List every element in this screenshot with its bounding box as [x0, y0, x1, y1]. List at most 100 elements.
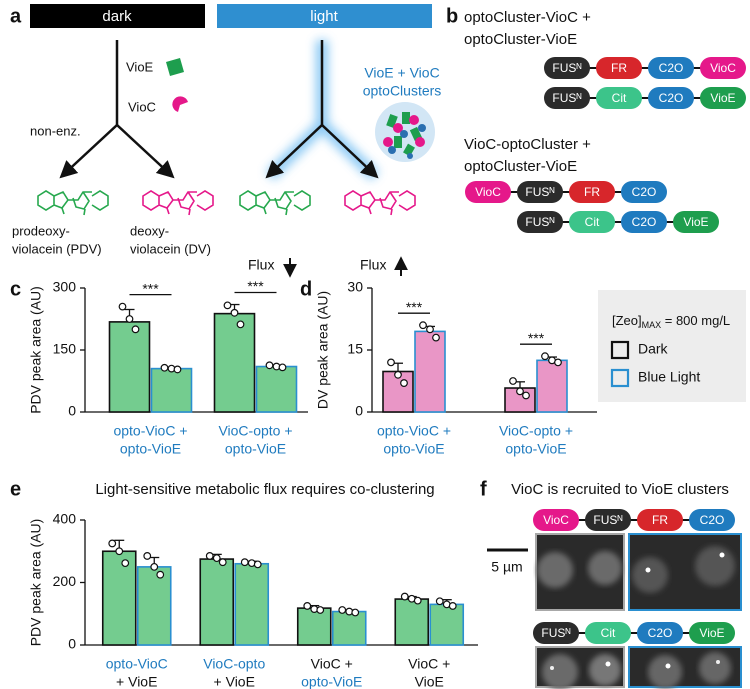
data-point [151, 564, 158, 571]
data-point [510, 378, 517, 385]
data-point [126, 316, 133, 323]
x-tick-label: opto-VioE [383, 441, 444, 457]
data-point [116, 548, 123, 555]
design-label: optoCluster-VioE [464, 31, 577, 48]
domain-label: Cit [612, 91, 627, 105]
data-point [109, 540, 116, 547]
enzyme-label: VioC [128, 99, 156, 114]
data-point [339, 607, 346, 614]
domain-label: Cit [585, 215, 600, 229]
domain-label: VioC [475, 185, 501, 199]
product-label: prodeoxy- [12, 223, 70, 238]
data-point [219, 559, 226, 566]
significance-label: *** [142, 280, 159, 296]
data-point [254, 561, 261, 568]
micrographs [487, 534, 741, 689]
bar [200, 559, 233, 645]
data-point [433, 334, 440, 341]
significance-label: *** [528, 330, 545, 346]
panel-letter: a [10, 5, 22, 27]
bar [215, 314, 255, 412]
data-point [420, 322, 427, 329]
molecule [143, 191, 213, 215]
data-point [213, 555, 220, 562]
bar [152, 369, 192, 412]
significance-label: *** [406, 299, 423, 315]
x-tick-label: opto-VioE [301, 674, 362, 689]
arrow [117, 125, 172, 176]
x-tick-label: opto-VioC [106, 656, 168, 672]
domain-label: VioE [683, 215, 708, 229]
data-point [317, 607, 324, 614]
data-point [401, 593, 408, 600]
legend-note: [Zeo]MAX = 800 mg/L [612, 313, 730, 330]
x-tick-label: opto-VioE [120, 441, 181, 457]
y-tick-label: 0 [68, 636, 76, 652]
domain-label: C2O [632, 185, 657, 199]
bar [430, 604, 463, 645]
data-point [523, 392, 530, 399]
panel-a-graphics [30, 4, 435, 276]
data-point [206, 553, 213, 560]
y-tick-label: 200 [53, 573, 77, 589]
domain-label: FUSᴺ [552, 91, 581, 105]
y-axis-label: PDV peak area (AU) [28, 286, 44, 414]
significance-label: *** [247, 278, 264, 294]
domain-label: FUSᴺ [552, 61, 581, 75]
domain-label: C2O [700, 513, 725, 527]
data-point [144, 553, 151, 560]
bar [333, 612, 366, 645]
data-point [427, 326, 434, 333]
data-point [231, 310, 238, 317]
chart-title: Light-sensitive metabolic flux requires … [95, 481, 434, 498]
domain-label: FUSᴺ [525, 185, 554, 199]
data-point [395, 372, 402, 379]
data-point [352, 609, 359, 616]
domain-label: FR [611, 61, 627, 75]
reaction-label: non-enz. [30, 123, 81, 138]
molecule [38, 191, 108, 215]
panel-letter: c [10, 278, 21, 300]
domain-label: FR [652, 513, 668, 527]
domain-label: C2O [659, 91, 684, 105]
x-tick-label: VioC + [311, 656, 353, 672]
flux-label: Flux [360, 257, 386, 273]
bar [537, 360, 567, 412]
arrow [268, 125, 322, 176]
y-axis-label: DV peak area (AU) [315, 291, 331, 409]
y-tick-label: 0 [68, 403, 76, 419]
y-tick-label: 300 [53, 279, 77, 295]
product-label: deoxy- [130, 223, 169, 238]
domain-label: C2O [648, 626, 673, 640]
cluster-label: optoClusters [363, 83, 442, 99]
bar [110, 322, 150, 412]
x-tick-label: + VioE [214, 674, 255, 689]
data-point [157, 571, 164, 578]
domain-label: C2O [659, 61, 684, 75]
legend-label: Blue Light [638, 369, 700, 385]
domain-label: FUSᴺ [593, 513, 622, 527]
y-tick-label: 15 [347, 341, 363, 357]
bar [235, 564, 268, 645]
x-tick-label: opto-VioC + [377, 423, 451, 439]
data-point [517, 388, 524, 395]
data-point [555, 359, 562, 366]
legend-note-part: [Zeo] [612, 313, 642, 328]
design-label: VioC-optoCluster + [464, 136, 591, 153]
arrow [322, 125, 376, 176]
legend-note-part: MAX [642, 320, 662, 330]
data-point [449, 603, 456, 610]
data-point [436, 598, 443, 605]
scale-label: 5 µm [491, 559, 522, 575]
panel-letter: f [480, 478, 487, 500]
molecule [240, 191, 310, 215]
bar [395, 599, 428, 645]
legend-label: Dark [638, 341, 669, 357]
panel-letter: d [300, 278, 312, 300]
x-tick-label: VioC-opto + [218, 423, 292, 439]
y-tick-label: 0 [355, 403, 363, 419]
data-point [388, 359, 395, 366]
legend-note-part: = 800 mg/L [661, 313, 730, 328]
data-point [174, 366, 181, 373]
